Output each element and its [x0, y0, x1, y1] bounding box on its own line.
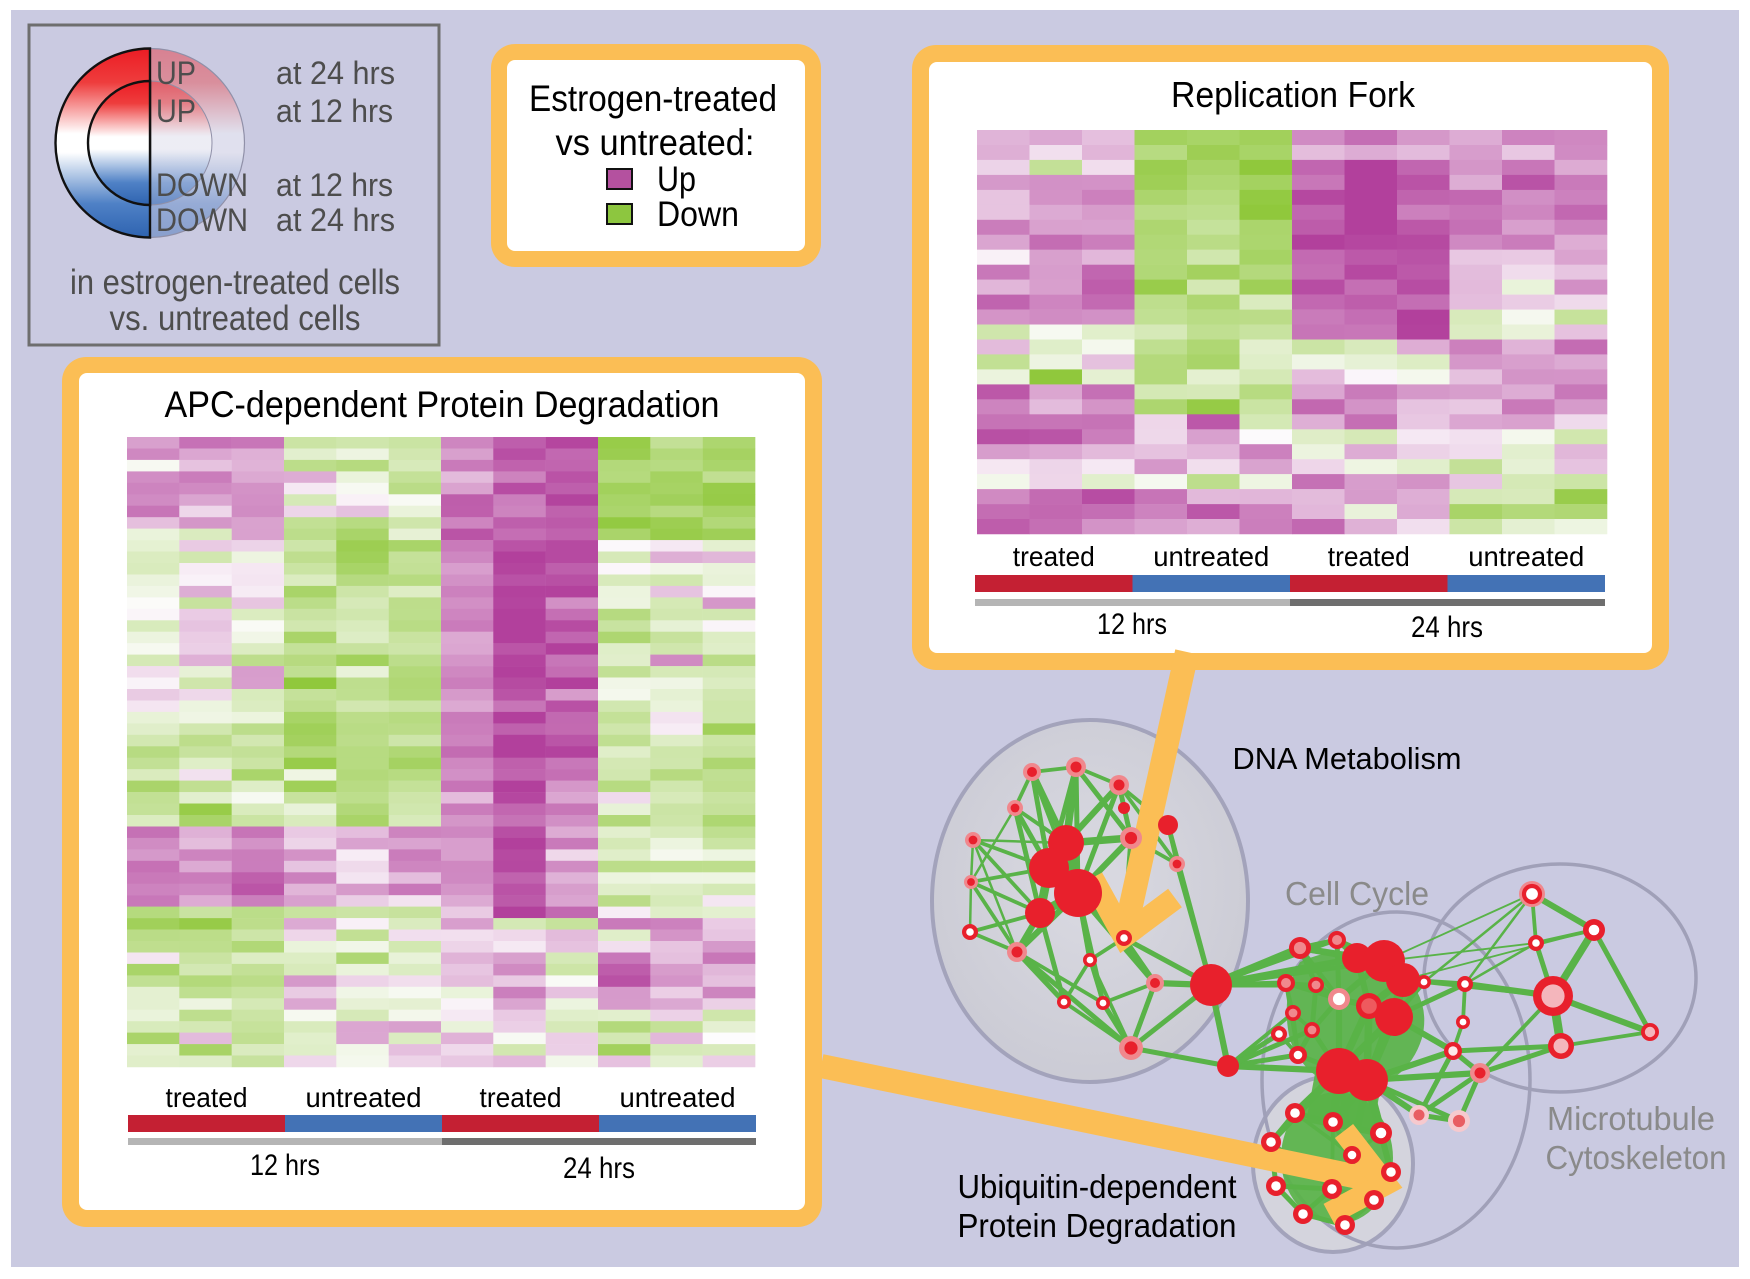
svg-text:Estrogen-treated: Estrogen-treated: [529, 78, 777, 119]
svg-text:Replication Fork: Replication Fork: [1171, 74, 1416, 115]
svg-text:DOWN: DOWN: [156, 202, 248, 238]
svg-text:Cell Cycle: Cell Cycle: [1285, 875, 1429, 912]
svg-text:at 12 hrs: at 12 hrs: [276, 93, 393, 129]
svg-text:in estrogen-treated cells: in estrogen-treated cells: [70, 263, 400, 302]
svg-text:vs. untreated cells: vs. untreated cells: [110, 299, 361, 338]
svg-text:Ubiquitin-dependent: Ubiquitin-dependent: [958, 1168, 1237, 1205]
svg-text:12 hrs: 12 hrs: [250, 1149, 320, 1182]
svg-text:12 hrs: 12 hrs: [1097, 608, 1167, 641]
svg-text:at 24 hrs: at 24 hrs: [276, 202, 395, 238]
svg-text:untreated: untreated: [620, 1082, 736, 1113]
svg-text:Down: Down: [657, 195, 739, 234]
svg-text:APC-dependent Protein Degradat: APC-dependent Protein Degradation: [165, 384, 720, 425]
svg-text:DNA Metabolism: DNA Metabolism: [1233, 741, 1462, 776]
svg-text:untreated: untreated: [1468, 541, 1584, 572]
svg-text:untreated: untreated: [306, 1082, 422, 1113]
svg-text:treated: treated: [1013, 541, 1095, 572]
svg-text:Cytoskeleton: Cytoskeleton: [1546, 1139, 1727, 1176]
svg-text:treated: treated: [166, 1082, 248, 1113]
svg-text:Up: Up: [657, 160, 696, 199]
svg-text:Microtubule: Microtubule: [1547, 1100, 1715, 1137]
svg-text:DOWN: DOWN: [156, 167, 248, 203]
svg-text:UP: UP: [156, 93, 196, 129]
svg-text:treated: treated: [480, 1082, 562, 1113]
svg-text:vs untreated:: vs untreated:: [556, 122, 755, 163]
svg-text:UP: UP: [156, 55, 196, 91]
svg-text:24 hrs: 24 hrs: [1411, 611, 1483, 644]
svg-text:Protein Degradation: Protein Degradation: [958, 1207, 1237, 1244]
svg-text:treated: treated: [1328, 541, 1410, 572]
svg-text:at 12 hrs: at 12 hrs: [276, 167, 393, 203]
svg-text:24 hrs: 24 hrs: [563, 1152, 635, 1185]
svg-text:untreated: untreated: [1153, 541, 1269, 572]
svg-text:at 24 hrs: at 24 hrs: [276, 55, 395, 91]
